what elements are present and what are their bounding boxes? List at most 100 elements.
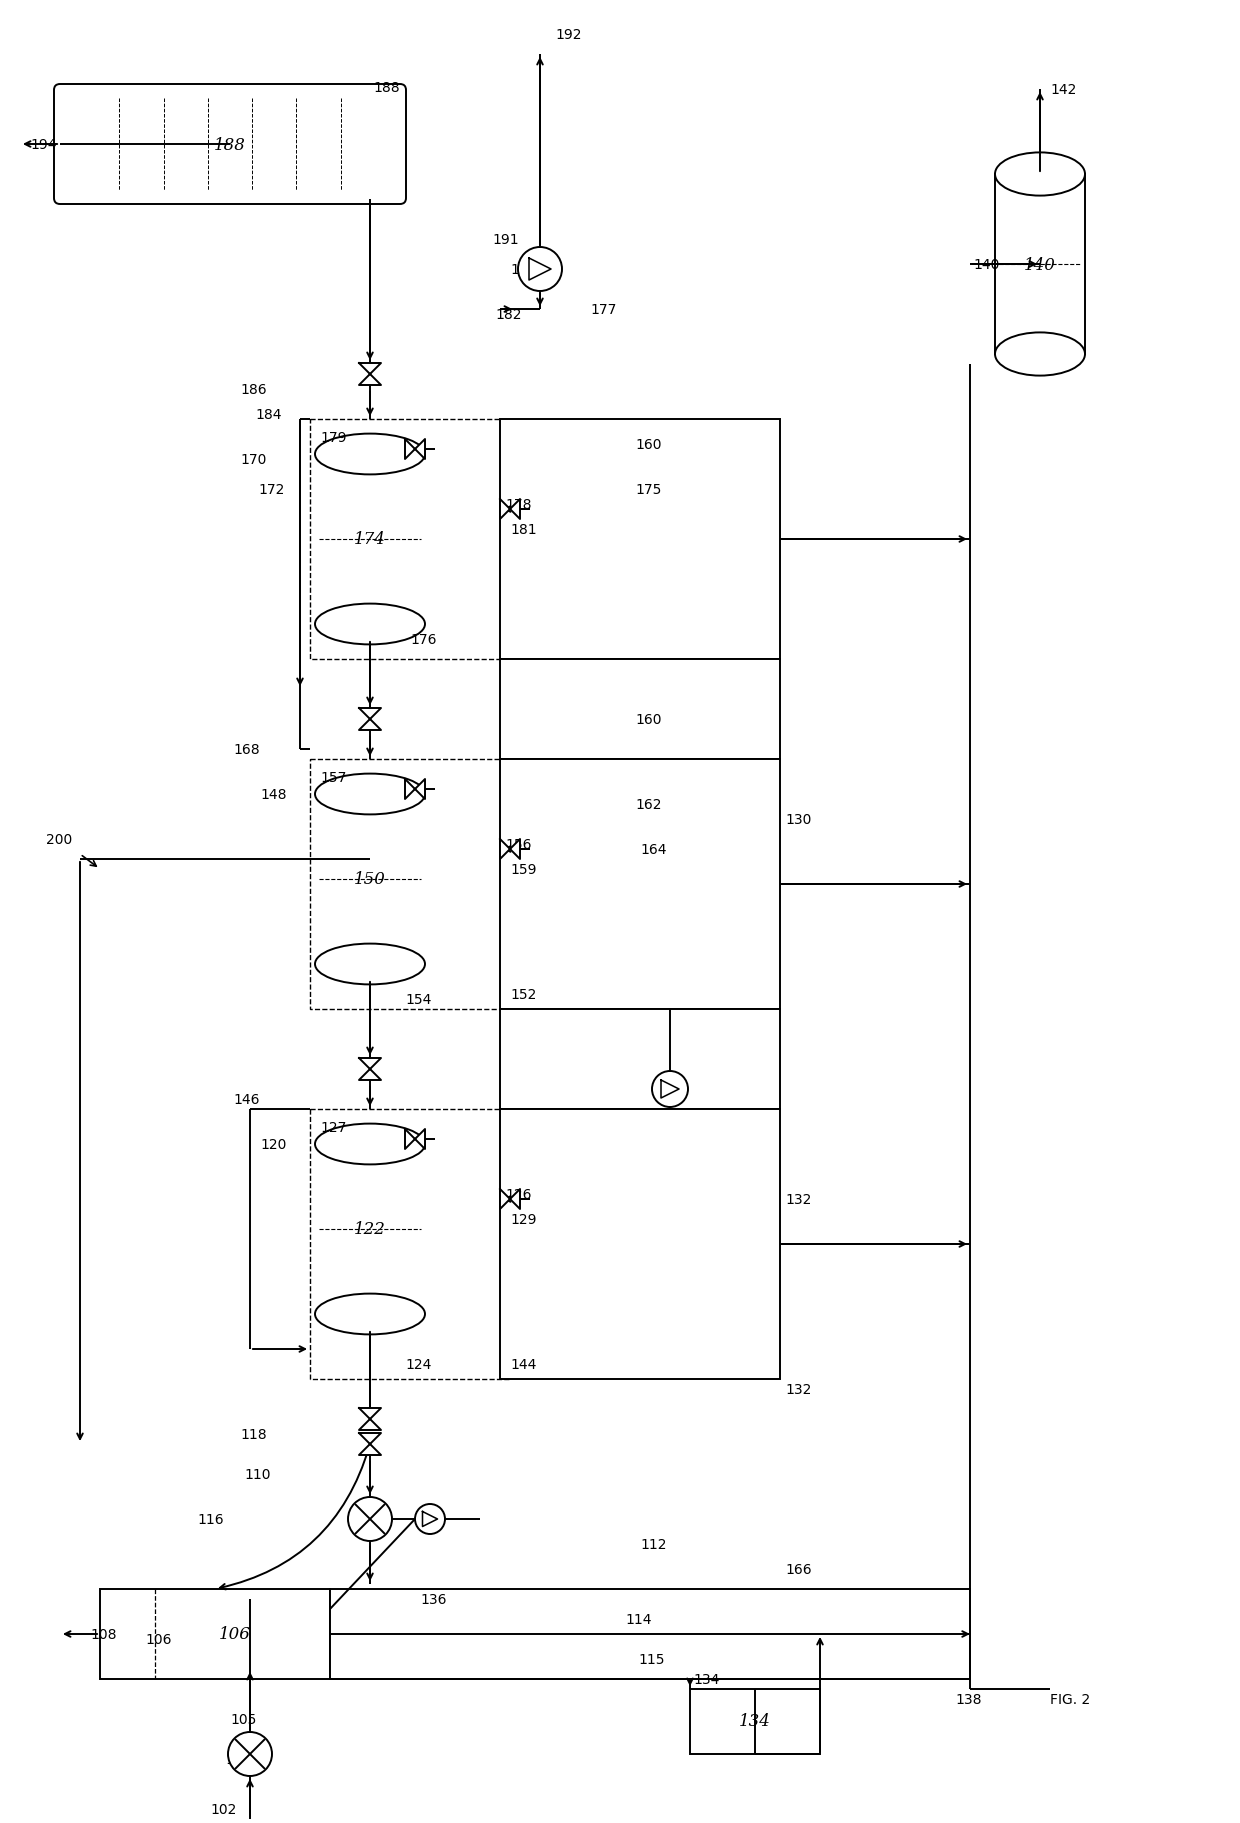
Bar [994, 175, 1085, 355]
Text: FIG. 2: FIG. 2 [1050, 1692, 1090, 1706]
Text: 115: 115 [639, 1652, 665, 1666]
Bar [425, 1134, 435, 1145]
Text: 110: 110 [244, 1468, 270, 1480]
Text: 175: 175 [635, 483, 661, 496]
Text: 132: 132 [785, 1192, 811, 1207]
Bar [520, 505, 529, 514]
Bar [500, 660, 780, 760]
Polygon shape [360, 1433, 381, 1455]
Text: 122: 122 [355, 1221, 386, 1238]
Circle shape [652, 1072, 688, 1107]
Text: 140: 140 [973, 257, 999, 272]
Text: 170: 170 [241, 452, 267, 467]
Text: 200: 200 [46, 833, 72, 846]
Polygon shape [360, 1407, 381, 1431]
Bar [425, 445, 435, 454]
Text: 106: 106 [145, 1632, 172, 1646]
Bar [310, 760, 510, 1010]
Text: 136: 136 [420, 1591, 446, 1606]
Circle shape [348, 1497, 392, 1540]
Text: 166: 166 [785, 1562, 812, 1577]
Text: 176: 176 [410, 633, 436, 647]
Text: 140: 140 [1024, 257, 1056, 273]
Text: 120: 120 [260, 1138, 286, 1152]
Text: 160: 160 [635, 713, 661, 727]
Text: 181: 181 [510, 523, 537, 536]
Ellipse shape [994, 334, 1085, 376]
Text: 182: 182 [495, 308, 522, 323]
Text: 108: 108 [91, 1628, 117, 1641]
Text: 168: 168 [233, 742, 259, 757]
Text: 132: 132 [785, 1382, 811, 1396]
Circle shape [228, 1732, 272, 1776]
Bar [310, 419, 510, 660]
Bar [315, 1145, 425, 1314]
Ellipse shape [315, 1294, 425, 1334]
Text: 179: 179 [320, 430, 346, 445]
Text: 194: 194 [30, 139, 57, 151]
Bar [315, 454, 425, 625]
Text: 152: 152 [510, 988, 537, 1001]
Text: 138: 138 [955, 1692, 982, 1706]
Text: 105: 105 [229, 1712, 257, 1726]
Text: 114: 114 [625, 1612, 651, 1626]
Text: 186: 186 [241, 383, 267, 397]
Bar [689, 1690, 820, 1754]
Text: 144: 144 [510, 1358, 537, 1371]
Text: 127: 127 [320, 1121, 346, 1134]
Polygon shape [360, 709, 381, 731]
Text: 174: 174 [355, 530, 386, 549]
Polygon shape [500, 1189, 520, 1209]
FancyBboxPatch shape [55, 86, 405, 204]
Text: 172: 172 [258, 483, 284, 496]
Bar [330, 1590, 970, 1679]
Text: 191: 191 [492, 233, 518, 246]
Text: 154: 154 [405, 992, 432, 1006]
Polygon shape [405, 1130, 425, 1148]
Text: 118: 118 [241, 1427, 267, 1442]
Text: 116: 116 [197, 1511, 224, 1526]
Text: 130: 130 [785, 813, 811, 826]
Polygon shape [405, 780, 425, 800]
Bar [315, 795, 425, 964]
Text: 112: 112 [640, 1537, 667, 1551]
Text: 102: 102 [210, 1801, 237, 1816]
Bar [500, 760, 780, 1010]
Ellipse shape [315, 434, 425, 476]
Text: 184: 184 [255, 408, 281, 421]
Text: 157: 157 [320, 771, 346, 784]
Text: 106: 106 [219, 1626, 250, 1643]
Text: 188: 188 [215, 137, 246, 153]
Bar [520, 844, 529, 855]
Text: 124: 124 [405, 1358, 432, 1371]
Polygon shape [500, 840, 520, 859]
Text: 104: 104 [224, 1752, 252, 1766]
Polygon shape [405, 439, 425, 459]
Bar [500, 419, 780, 660]
Bar [100, 1590, 330, 1679]
Text: 150: 150 [355, 871, 386, 888]
Ellipse shape [315, 944, 425, 984]
Ellipse shape [315, 775, 425, 815]
Ellipse shape [315, 603, 425, 645]
Circle shape [518, 248, 562, 292]
Text: 160: 160 [635, 438, 661, 452]
Bar [425, 784, 435, 795]
Bar [500, 1110, 780, 1380]
Ellipse shape [994, 153, 1085, 197]
Polygon shape [500, 500, 520, 520]
Polygon shape [360, 1059, 381, 1081]
Text: 177: 177 [590, 303, 616, 317]
Text: 148: 148 [260, 788, 286, 802]
Text: 178: 178 [505, 498, 532, 512]
Text: 129: 129 [510, 1212, 537, 1227]
Bar [310, 1110, 510, 1380]
Text: 146: 146 [233, 1092, 259, 1107]
Text: 162: 162 [635, 798, 661, 811]
Text: 134: 134 [739, 1712, 771, 1730]
Text: 188: 188 [373, 80, 401, 95]
Text: 134: 134 [693, 1672, 720, 1686]
Bar [500, 1010, 780, 1110]
Text: 126: 126 [505, 1187, 532, 1201]
Text: 156: 156 [505, 837, 532, 851]
